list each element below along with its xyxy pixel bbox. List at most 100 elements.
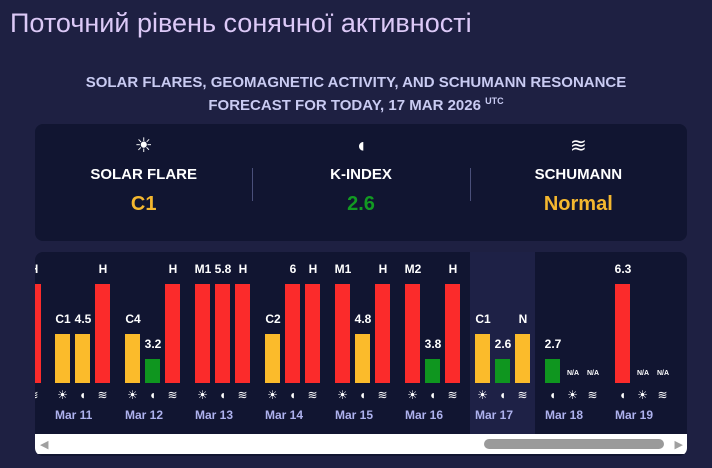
magnet-icon: ◖ — [358, 388, 367, 402]
waves-icon: ≋ — [587, 388, 598, 402]
date-label: Mar 19 — [615, 408, 654, 422]
sun-icon: ☀ — [197, 388, 208, 402]
scroll-left-arrow-icon[interactable]: ◀ — [40, 439, 49, 451]
bar-value-label: C4 — [125, 312, 141, 326]
bar-schumann — [35, 284, 41, 383]
date-label: Mar 13 — [195, 408, 234, 422]
bar-value-label: H — [35, 262, 49, 276]
magnet-icon: ◖ — [428, 388, 437, 402]
bar-value-label: M2 — [404, 262, 422, 276]
subtitle-line-1: SOLAR FLARES, GEOMAGNETIC ACTIVITY, AND … — [85, 74, 627, 91]
bar-value-label: H — [168, 262, 178, 276]
sun-icon: ☀ — [407, 388, 418, 402]
sun-icon: ☀ — [477, 388, 488, 402]
bar-flare — [125, 334, 140, 383]
bar-value-label: 4.5 — [74, 312, 92, 326]
date-label: Mar 18 — [545, 408, 584, 422]
bar-value-label: H — [448, 262, 458, 276]
bar-value-label: 6 — [289, 262, 297, 276]
bar-schumann — [305, 284, 320, 383]
bar-kindex — [285, 284, 300, 383]
bar-value-label: C1 — [55, 312, 71, 326]
magnet-icon: ◖ — [78, 388, 87, 402]
date-label: Mar 11 — [55, 408, 93, 422]
bar-value-label: N/A — [566, 370, 580, 377]
bar-flare — [55, 334, 70, 383]
bar-kindex — [545, 359, 560, 383]
sun-icon: ☀ — [637, 388, 648, 402]
date-label: Mar 14 — [265, 408, 304, 422]
waves-icon: ≋ — [237, 388, 248, 402]
bar-schumann — [445, 284, 460, 383]
bar-kindex — [495, 359, 510, 383]
bar-value-label: 4.8 — [354, 312, 372, 326]
bar-schumann — [95, 284, 110, 383]
summary-label: SOLAR FLARE — [90, 166, 197, 183]
waves-icon: ≋ — [517, 388, 528, 402]
summary-label: K-INDEX — [330, 166, 392, 183]
magnet-icon: ◖ — [288, 388, 297, 402]
summary-solar-flare: ☀ SOLAR FLARE C1 — [35, 124, 252, 241]
magnet-icon: ◖ — [618, 388, 627, 402]
magnet-icon: ◖ — [354, 135, 368, 157]
bar-kindex — [215, 284, 230, 383]
bar-value-label: 3.2 — [144, 337, 162, 351]
waves-icon: ≋ — [447, 388, 458, 402]
bar-value-label: N/A — [656, 370, 670, 377]
bar-value-label: N/A — [586, 370, 600, 377]
magnet-icon: ◖ — [218, 388, 227, 402]
sun-icon: ☀ — [134, 135, 153, 157]
summary-value: 2.6 — [347, 193, 375, 215]
bar-kindex — [145, 359, 160, 383]
bar-schumann — [165, 284, 180, 383]
sun-icon: ☀ — [57, 388, 68, 402]
magnet-icon: ◖ — [148, 388, 157, 402]
magnet-icon: ◖ — [498, 388, 507, 402]
summary-k-index: ◖ K-INDEX 2.6 — [252, 124, 469, 241]
bar-value-label: H — [378, 262, 388, 276]
bar-flare — [195, 284, 210, 383]
summary-value: Normal — [543, 193, 613, 215]
sun-icon: ☀ — [337, 388, 348, 402]
waves-icon: ≋ — [307, 388, 318, 402]
timezone-label: UTC — [485, 96, 504, 106]
bar-flare — [475, 334, 490, 383]
date-label: Mar 16 — [405, 408, 444, 422]
bar-value-label: 2.6 — [494, 337, 512, 351]
waves-icon: ≋ — [657, 388, 668, 402]
bar-flare — [335, 284, 350, 383]
bar-value-label: H — [308, 262, 318, 276]
magnet-icon: ◖ — [548, 388, 557, 402]
horizontal-scrollbar[interactable]: ◀ ▶ — [35, 434, 687, 454]
waves-icon: ≋ — [167, 388, 178, 402]
bar-kindex — [425, 359, 440, 383]
forecast-subtitle: SOLAR FLARES, GEOMAGNETIC ACTIVITY, AND … — [0, 73, 712, 115]
waves-icon: ≋ — [35, 388, 41, 402]
sun-icon: ☀ — [267, 388, 278, 402]
bar-value-label: C1 — [475, 312, 491, 326]
bar-value-label: 5.8 — [214, 262, 232, 276]
date-label: Mar 12 — [125, 408, 164, 422]
bar-value-label: N — [518, 312, 528, 326]
bar-kindex — [355, 334, 370, 383]
bar-schumann — [375, 284, 390, 383]
scrollbar-thumb[interactable] — [484, 439, 664, 449]
bar-value-label: C2 — [265, 312, 281, 326]
bar-value-label: H — [98, 262, 108, 276]
bar-kindex — [75, 334, 90, 383]
bar-flare — [405, 284, 420, 383]
bar-value-label: M1 — [334, 262, 352, 276]
current-summary-panel: ☀ SOLAR FLARE C1 ◖ K-INDEX 2.6 ≋ SCHUMAN… — [35, 124, 687, 241]
bar-value-label: 2.7 — [544, 337, 562, 351]
subtitle-line-2: FORECAST FOR TODAY, 17 MAR 2026 — [208, 97, 481, 114]
scroll-right-arrow-icon[interactable]: ▶ — [674, 439, 683, 451]
bar-value-label: 6.3 — [614, 262, 632, 276]
sun-icon: ☀ — [127, 388, 138, 402]
bar-value-label: 3.8 — [424, 337, 442, 351]
bar-value-label: H — [238, 262, 248, 276]
summary-label: SCHUMANN — [534, 166, 623, 183]
bar-schumann — [235, 284, 250, 383]
bar-flare — [265, 334, 280, 383]
page-title: Поточний рівень сонячної активності — [10, 8, 472, 38]
